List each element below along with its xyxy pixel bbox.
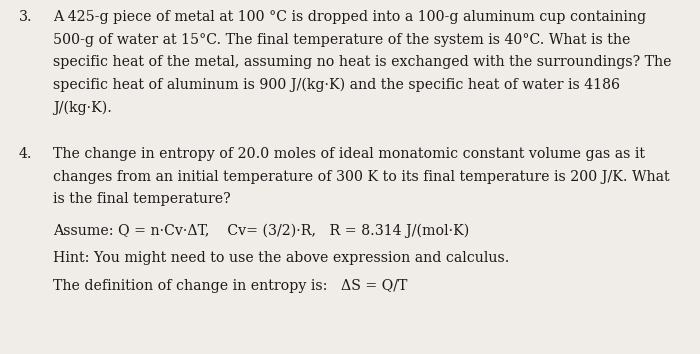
Text: A 425-g piece of metal at 100 °C is dropped into a 100-g aluminum cup containing: A 425-g piece of metal at 100 °C is drop… <box>53 10 646 24</box>
Text: Hint: You might need to use the above expression and calculus.: Hint: You might need to use the above ex… <box>53 251 510 266</box>
Text: specific heat of aluminum is 900 J/(kg·K) and the specific heat of water is 4186: specific heat of aluminum is 900 J/(kg·K… <box>53 78 620 92</box>
Text: specific heat of the metal, assuming no heat is exchanged with the surroundings?: specific heat of the metal, assuming no … <box>53 55 671 69</box>
Text: Assume: Q = n·Cv·ΔT,    Cv= (3/2)·R,   R = 8.314 J/(mol·K): Assume: Q = n·Cv·ΔT, Cv= (3/2)·R, R = 8.… <box>53 224 469 238</box>
Text: The change in entropy of 20.0 moles of ideal monatomic constant volume gas as it: The change in entropy of 20.0 moles of i… <box>53 147 645 161</box>
Text: changes from an initial temperature of 300 K to its final temperature is 200 J/K: changes from an initial temperature of 3… <box>53 170 669 184</box>
Text: 3.: 3. <box>19 10 32 24</box>
Text: is the final temperature?: is the final temperature? <box>53 193 230 206</box>
Text: The definition of change in entropy is:   ΔS = Q/T: The definition of change in entropy is: … <box>53 279 407 293</box>
Text: J/(kg·K).: J/(kg·K). <box>53 101 112 115</box>
Text: 4.: 4. <box>19 147 32 161</box>
Text: 500-g of water at 15°C. The final temperature of the system is 40°C. What is the: 500-g of water at 15°C. The final temper… <box>53 33 630 47</box>
